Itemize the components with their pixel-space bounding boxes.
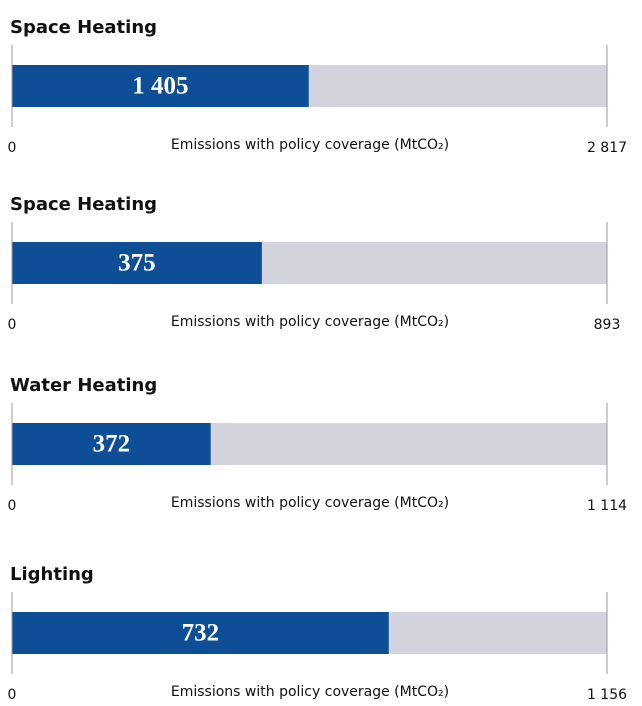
chart-title: Water Heating: [10, 375, 157, 396]
chart-title: Space Heating: [10, 17, 157, 38]
tick-label: 1 114: [587, 498, 627, 514]
axis-label: Emissions with policy coverage (MtCO₂): [171, 314, 449, 330]
value-label: 732: [182, 620, 220, 647]
tick-label: 1 156: [587, 687, 627, 703]
axis-label: Emissions with policy coverage (MtCO₂): [171, 495, 449, 511]
axis-label: Emissions with policy coverage (MtCO₂): [171, 684, 449, 700]
tick-label: 0: [8, 498, 17, 514]
tick-label: 0: [8, 317, 17, 333]
bar: [12, 423, 211, 465]
value-label: 1 405: [132, 73, 188, 100]
chart-title: Lighting: [10, 564, 94, 585]
value-label: 372: [93, 431, 131, 458]
bar: [12, 242, 262, 284]
axis-label: Emissions with policy coverage (MtCO₂): [171, 137, 449, 153]
tick-label: 0: [8, 687, 17, 703]
bar: [12, 65, 309, 107]
bar: [12, 612, 389, 654]
chart-title: Space Heating: [10, 194, 157, 215]
tick-label: 893: [594, 317, 621, 333]
tick-label: 2 817: [587, 140, 627, 156]
value-label: 375: [118, 250, 156, 277]
tick-label: 0: [8, 140, 17, 156]
